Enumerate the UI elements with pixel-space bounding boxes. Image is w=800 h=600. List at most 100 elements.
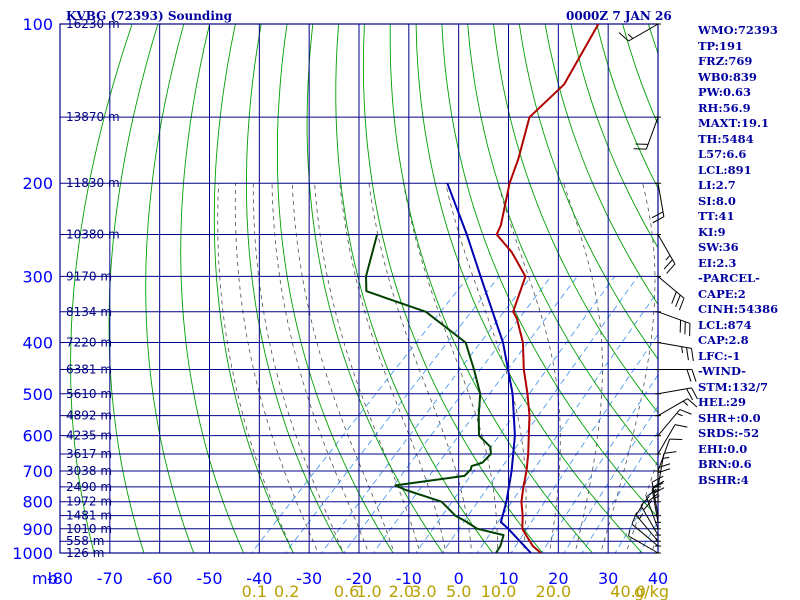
pressure-tick-labels: 100 200 300 400 500 600 700 800 900 1000 mb <box>12 15 57 588</box>
index-item: BSHR:4 <box>698 472 749 487</box>
moist-adiabat <box>563 183 603 553</box>
mixing-ratio-label: 0.6 <box>334 582 359 600</box>
temperature-tick-label: -50 <box>196 569 222 588</box>
wind-barb-flag <box>666 263 676 274</box>
wind-barb-staff <box>657 398 688 417</box>
index-item: SRDS:-52 <box>698 426 760 440</box>
wind-barb-half-flag <box>638 513 644 520</box>
wind-barb-flag <box>647 493 659 502</box>
wind-barb-staff <box>657 438 671 472</box>
index-item: -PARCEL- <box>698 271 760 285</box>
height-label: 8134 m <box>66 305 112 319</box>
wind-barb-staff <box>651 482 659 516</box>
dry-adiabat <box>306 24 444 553</box>
wind-barbs <box>618 23 698 554</box>
wind-barb-flag <box>686 388 694 401</box>
pressure-tick-label: 200 <box>22 174 53 193</box>
temperature-line <box>495 24 600 553</box>
height-label: 1010 m <box>66 522 112 536</box>
dewpoint-trace <box>365 234 505 553</box>
wind-barb-staff <box>645 496 659 529</box>
index-item: EHI:0.0 <box>698 441 748 456</box>
wind-barb-staff <box>628 23 659 42</box>
wind-barb-flag <box>663 451 677 454</box>
wind-barb-flag <box>674 424 688 428</box>
height-label: 2490 m <box>66 480 112 494</box>
mixing-ratio-line <box>372 276 578 553</box>
wind-barb-half-flag <box>665 254 671 261</box>
wind-barb-flag <box>691 369 697 382</box>
mixing-ratio-label: 5.0 <box>446 582 471 600</box>
index-item: HEL:29 <box>698 395 746 409</box>
dry-adiabat <box>276 24 394 553</box>
wind-barb-flag <box>686 347 689 361</box>
wind-barb-flag <box>657 463 671 469</box>
wind-barb-staff <box>657 183 665 217</box>
mixing-ratio-line <box>581 431 658 553</box>
wind-barb-staff <box>657 311 691 324</box>
dewpoint-line <box>365 234 505 553</box>
parcel-trace <box>446 182 532 553</box>
pressure-tick-label: 800 <box>22 493 53 512</box>
index-item: PW:0.63 <box>698 85 752 99</box>
mixing-ratio-labels: 0.1 0.2 0.61.0 2.03.0 5.0 10.0 20.0 40.0g/kg <box>242 582 669 600</box>
wind-barb-flag <box>651 211 664 219</box>
wind-barb-flag <box>652 487 665 495</box>
temperature-tick-label: -70 <box>97 569 123 588</box>
temperature-tick-label: 40 <box>648 569 668 588</box>
mixing-ratio-line <box>284 276 500 553</box>
moist-adiabat <box>291 183 395 553</box>
moist-adiabat <box>625 457 658 553</box>
height-label: 3617 m <box>66 447 112 461</box>
wind-barb-flag <box>663 259 673 270</box>
mixing-ratio-line <box>541 374 658 553</box>
index-item: RH:56.9 <box>698 100 751 115</box>
wind-barb-staff <box>651 488 659 523</box>
wind-barb-flag <box>687 398 698 408</box>
wind-barb-flag <box>618 32 629 42</box>
dry-adiabat <box>108 24 159 553</box>
moist-adiabat <box>600 183 656 553</box>
mixing-ratio-label: 2.0 <box>389 582 414 600</box>
dry-adiabat <box>145 24 195 553</box>
height-label: 1972 m <box>66 495 112 509</box>
pressure-tick-label: 600 <box>22 427 53 446</box>
wind-barb-staff <box>628 535 659 554</box>
index-item: EI:2.3 <box>698 255 737 270</box>
pressure-tick-label: 700 <box>22 462 53 481</box>
wind-barb-staff <box>631 523 659 547</box>
station-title: KVBG (72393) Sounding <box>66 9 232 23</box>
temperature-tick-label: 20 <box>548 569 568 588</box>
dry-adiabat <box>518 24 658 360</box>
temperature-tick-label: -30 <box>296 569 322 588</box>
index-item: STM:132/7 <box>698 379 769 394</box>
wind-barb-flag <box>686 369 692 382</box>
height-label: 1481 m <box>66 509 112 523</box>
wind-barb-flag <box>657 468 671 474</box>
mixing-ratio-label: 10.0 <box>481 582 517 600</box>
index-item: -WIND- <box>698 364 746 378</box>
index-item: LFC:-1 <box>698 348 741 363</box>
dry-adiabat <box>180 24 245 553</box>
index-item: L57:6.6 <box>698 147 747 161</box>
wind-barb-flag <box>691 387 698 400</box>
index-item: TP:191 <box>698 38 744 53</box>
mixing-ratio-line <box>476 290 658 553</box>
mixing-ratio-label: 0.2 <box>274 582 299 600</box>
wind-barb-staff <box>657 424 676 455</box>
height-label: 558 m <box>66 534 104 548</box>
wind-barb-flag <box>690 348 694 361</box>
temperature-tick-labels: -80 -70 -60 -50 -40 -30 -20 -10 0 10 20 30 40 <box>47 569 668 588</box>
wind-barb-staff <box>657 453 665 487</box>
wind-barb-staff <box>645 116 659 150</box>
moist-adiabat <box>368 183 473 553</box>
index-item: WMO:72393 <box>698 23 778 37</box>
wind-barb-staff <box>657 341 692 349</box>
index-item: CAP:2.8 <box>698 333 749 347</box>
mixing-ratio-line <box>441 276 639 553</box>
mixing-ratio-label: 0.1 <box>242 582 267 600</box>
wind-barb-flag <box>675 294 681 307</box>
dry-adiabat <box>213 24 294 553</box>
moist-adiabat <box>403 183 498 553</box>
pressure-tick-label: 400 <box>22 333 53 352</box>
